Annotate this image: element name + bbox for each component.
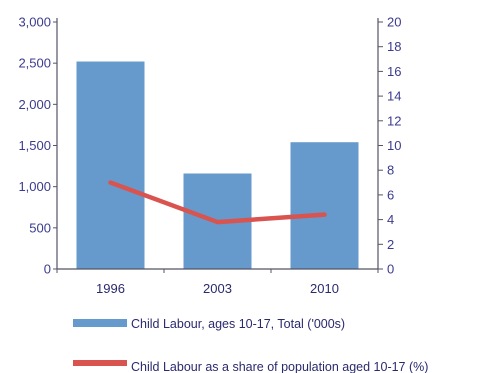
legend: Child Labour, ages 10-17, Total ('000s) C… (73, 317, 428, 373)
left-tick-label: 500 (29, 220, 51, 235)
right-tick-label: 20 (387, 15, 401, 30)
x-tick-label-1996: 1996 (96, 281, 125, 296)
legend-label-bar: Child Labour, ages 10-17, Total ('000s) (131, 317, 345, 331)
bar-2010 (290, 142, 359, 269)
right-tick-label: 18 (387, 39, 401, 54)
left-tick-label: 2,500 (18, 56, 51, 71)
bar-series (76, 61, 359, 269)
left-tick-label: 0 (44, 262, 51, 277)
line-series (108, 180, 327, 225)
legend-label-line: Child Labour as a share of population ag… (131, 360, 428, 373)
right-tick-label: 14 (387, 89, 401, 104)
legend-swatch-line (73, 360, 127, 366)
right-tick-label: 8 (387, 163, 394, 178)
left-tick-label: 1,500 (18, 138, 51, 153)
left-tick-label: 3,000 (18, 15, 51, 30)
x-tick-label-2003: 2003 (203, 281, 232, 296)
right-tick-label: 0 (387, 262, 394, 277)
axes: 0 500 1,000 1,500 2,000 2,500 3,000 0 2 4 6 8 10 12 14… (18, 15, 401, 297)
right-tick-label: 4 (387, 212, 394, 227)
right-tick-label: 10 (387, 138, 401, 153)
right-tick-label: 6 (387, 187, 394, 202)
bar-1996 (76, 61, 145, 269)
x-tick-label-2010: 2010 (310, 281, 339, 296)
right-tick-label: 16 (387, 64, 401, 79)
right-tick-label: 2 (387, 237, 394, 252)
left-tick-label: 2,000 (18, 97, 51, 112)
legend-swatch-bar (73, 319, 127, 327)
left-tick-label: 1,000 (18, 179, 51, 194)
right-tick-label: 12 (387, 113, 401, 128)
